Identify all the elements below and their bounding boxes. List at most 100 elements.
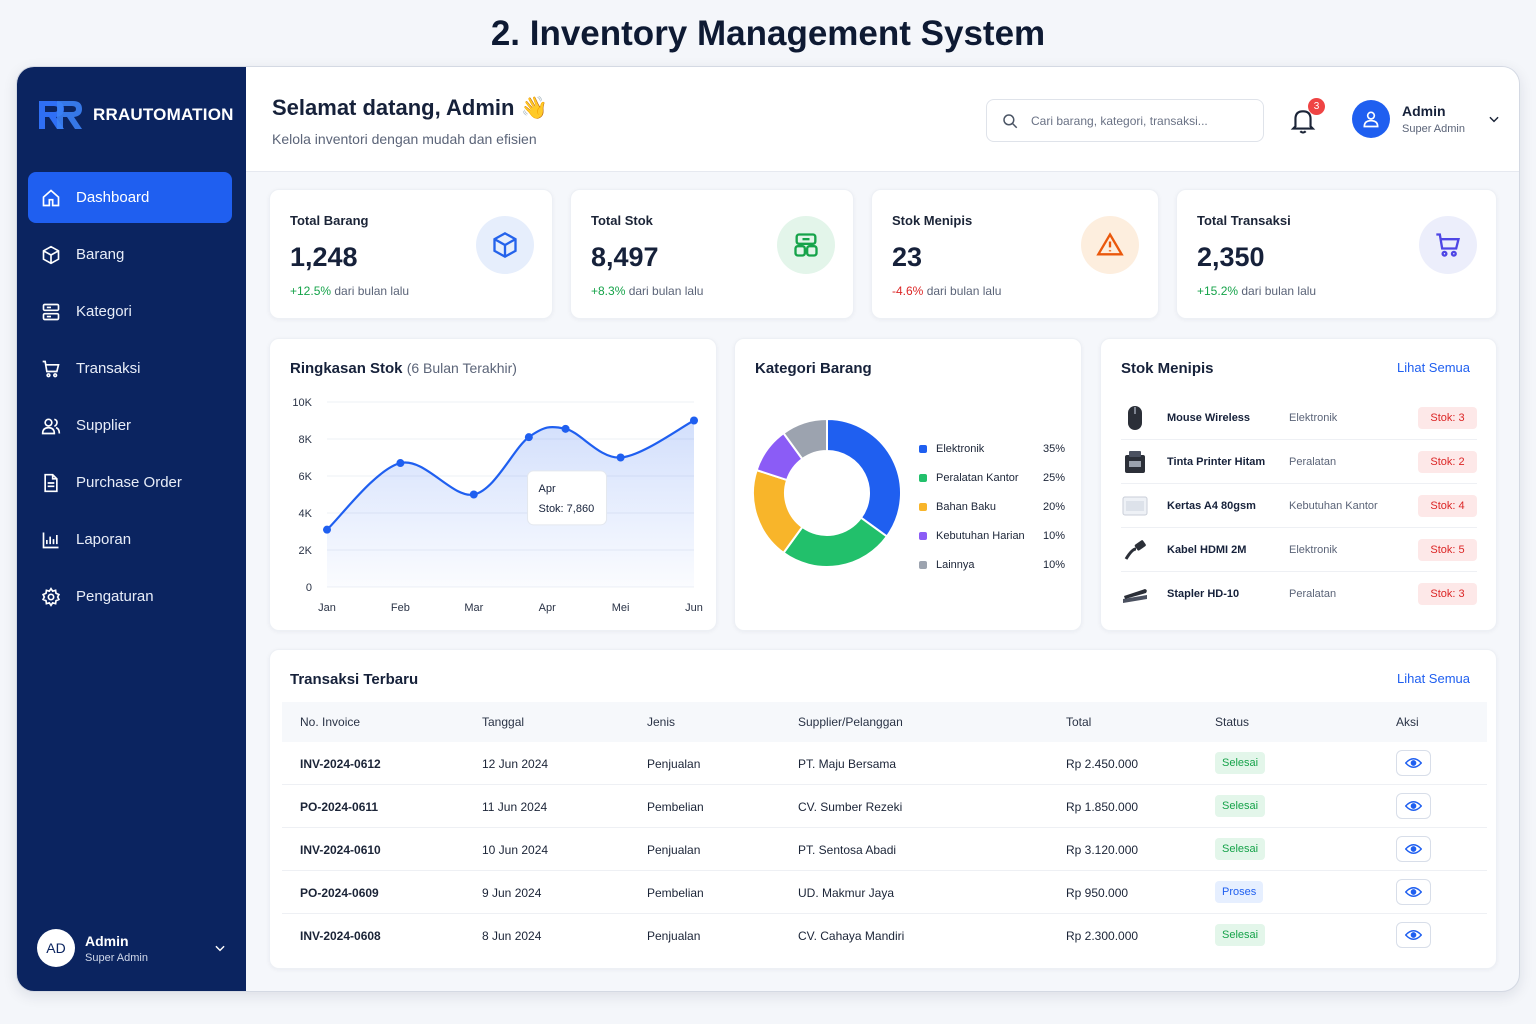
data-point[interactable]	[561, 424, 570, 433]
low-stock-category: Elektronik	[1289, 543, 1338, 556]
stock-badge: Stok: 3	[1418, 406, 1477, 429]
low-stock-item[interactable]: Tinta Printer Hitam Peralatan Stok: 2	[1121, 440, 1477, 484]
legend-label: Lainnya	[936, 558, 975, 571]
x-tick-label: Apr	[539, 602, 556, 614]
search-icon	[1003, 113, 1018, 128]
table-row[interactable]: PO-2024-0609 9 Jun 2024 Pembelian UD. Ma…	[282, 871, 1487, 914]
view-button[interactable]	[1396, 836, 1431, 862]
sidebar-user-menu[interactable]: AD Admin Super Admin	[37, 929, 227, 967]
eye-icon	[1405, 758, 1422, 768]
data-point[interactable]	[524, 433, 533, 442]
eye-icon	[1405, 801, 1422, 811]
legend-label: Elektronik	[936, 442, 985, 455]
eye-icon	[1405, 844, 1422, 854]
status-badge: Selesai	[1215, 924, 1266, 946]
stat-change-suffix: dari bulan lalu	[923, 284, 1002, 298]
sidebar-item-pengaturan[interactable]: Pengaturan	[28, 571, 232, 622]
low-stock-item[interactable]: Stapler HD-10 Peralatan Stok: 3	[1121, 572, 1477, 616]
transaction-type: Pembelian	[647, 800, 704, 814]
cart-icon	[1419, 216, 1477, 274]
stock-line-chart: 0 2K 4K 6K 8K 10K Jan Feb Mar Apr Mei Jun Apr Stok: 7…	[292, 397, 702, 614]
tooltip-box	[527, 470, 608, 526]
stat-change: +8.3% dari bulan lalu	[591, 284, 703, 298]
bell-icon[interactable]	[1290, 107, 1316, 135]
data-point[interactable]	[616, 453, 625, 462]
sidebar-item-label: Supplier	[76, 417, 132, 434]
low-stock-item[interactable]: Kabel HDMI 2M Elektronik Stok: 5	[1121, 528, 1477, 572]
sidebar-item-transaksi[interactable]: Transaksi	[28, 343, 232, 394]
stat-card-stok-menipis: Stok Menipis 23 -4.6% dari bulan lalu	[871, 189, 1159, 319]
low-stock-view-all-link[interactable]: Lihat Semua	[1397, 360, 1470, 375]
stock-summary-title: Ringkasan Stok (6 Bulan Terakhir)	[290, 360, 517, 377]
user-avatar-icon	[1352, 100, 1390, 138]
view-button[interactable]	[1396, 922, 1431, 948]
transaction-total: Rp 3.120.000	[1066, 843, 1139, 857]
stat-value: 1,248	[290, 242, 358, 272]
home-icon	[40, 187, 62, 209]
transactions-view-all-link[interactable]: Lihat Semua	[1397, 671, 1470, 686]
brand[interactable]: RRAUTOMATION	[37, 97, 234, 133]
legend-label: Bahan Baku	[936, 500, 996, 513]
low-stock-item[interactable]: Kertas A4 80gsm Kebutuhan Kantor Stok: 4	[1121, 484, 1477, 528]
transactions-card: Transaksi Terbaru Lihat Semua No. Invoic…	[269, 649, 1497, 969]
user-name: Admin	[85, 932, 129, 949]
search-input[interactable]	[1031, 113, 1231, 128]
category-title: Kategori Barang	[755, 360, 872, 377]
stock-badge: Stok: 4	[1418, 494, 1477, 517]
low-stock-name: Kabel HDMI 2M	[1167, 543, 1247, 556]
notification-badge: 3	[1308, 98, 1325, 115]
stock-badge: Stok: 2	[1418, 450, 1477, 473]
top-header: Selamat datang, Admin 👋 Kelola inventori…	[246, 67, 1519, 172]
data-point[interactable]	[323, 525, 331, 534]
table-row[interactable]: INV-2024-0608 8 Jun 2024 Penjualan CV. C…	[282, 914, 1487, 957]
pie-slice[interactable]	[782, 417, 828, 461]
sidebar-item-kategori[interactable]: Kategori	[28, 286, 232, 337]
y-tick-label: 10K	[292, 397, 312, 409]
stat-value: 2,350	[1197, 242, 1265, 272]
table-row[interactable]: INV-2024-0612 12 Jun 2024 Penjualan PT. …	[282, 742, 1487, 785]
view-button[interactable]	[1396, 750, 1431, 776]
data-point[interactable]	[469, 490, 478, 499]
pie-slice[interactable]	[826, 417, 902, 538]
greeting-title: Selamat datang, Admin 👋	[272, 95, 548, 120]
transaction-total: Rp 2.450.000	[1066, 757, 1139, 771]
view-button[interactable]	[1396, 793, 1431, 819]
chevron-down-icon	[215, 945, 225, 952]
transaction-type: Penjualan	[647, 929, 701, 943]
transaction-party: PT. Sentosa Abadi	[798, 843, 897, 857]
sidebar-item-purchase-order[interactable]: Purchase Order	[28, 457, 232, 508]
invoice-number: INV-2024-0612	[300, 757, 381, 771]
column-header: Supplier/Pelanggan	[798, 715, 903, 729]
legend-percent: 10%	[1042, 529, 1065, 542]
sidebar-item-dashboard[interactable]: Dashboard	[28, 172, 232, 223]
chevron-down-icon	[1489, 116, 1499, 123]
stat-label: Total Barang	[290, 213, 369, 228]
transaction-party: CV. Sumber Rezeki	[798, 800, 903, 814]
sidebar-nav: Dashboard Barang Kategori Transaksi	[28, 172, 232, 628]
sidebar-item-barang[interactable]: Barang	[28, 229, 232, 280]
table-row[interactable]: PO-2024-0611 11 Jun 2024 Pembelian CV. S…	[282, 785, 1487, 828]
transaction-total: Rp 2.300.000	[1066, 929, 1139, 943]
header-user-menu[interactable]: Admin Super Admin	[1352, 100, 1501, 138]
column-header: Status	[1215, 715, 1250, 729]
sidebar-item-label: Transaksi	[76, 360, 141, 377]
low-stock-item[interactable]: Mouse Wireless Elektronik Stok: 3	[1121, 396, 1477, 440]
sidebar-item-supplier[interactable]: Supplier	[28, 400, 232, 451]
legend-item: Lainnya 10%	[919, 550, 1065, 579]
box-icon	[40, 244, 62, 266]
eye-icon	[1405, 887, 1422, 897]
stock-summary-title-muted: (6 Bulan Terakhir)	[406, 360, 517, 376]
sidebar-item-label: Barang	[76, 246, 125, 263]
brand-logo-icon	[39, 101, 82, 129]
category-legend: Elektronik 35% Peralatan Kantor 25% Bahan Ba…	[919, 434, 1065, 579]
view-button[interactable]	[1396, 879, 1431, 905]
sidebar-item-laporan[interactable]: Laporan	[28, 514, 232, 565]
transaction-party: UD. Makmur Jaya	[798, 886, 895, 900]
invoice-number: PO-2024-0611	[300, 800, 379, 814]
search-box[interactable]	[986, 99, 1264, 142]
data-point[interactable]	[690, 416, 698, 425]
category-donut-chart	[752, 417, 902, 568]
table-row[interactable]: INV-2024-0610 10 Jun 2024 Penjualan PT. …	[282, 828, 1487, 871]
document-icon	[40, 472, 62, 494]
data-point[interactable]	[396, 459, 405, 468]
